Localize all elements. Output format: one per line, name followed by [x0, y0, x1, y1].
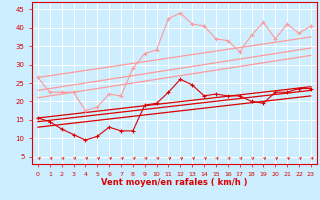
X-axis label: Vent moyen/en rafales ( km/h ): Vent moyen/en rafales ( km/h )	[101, 178, 248, 187]
